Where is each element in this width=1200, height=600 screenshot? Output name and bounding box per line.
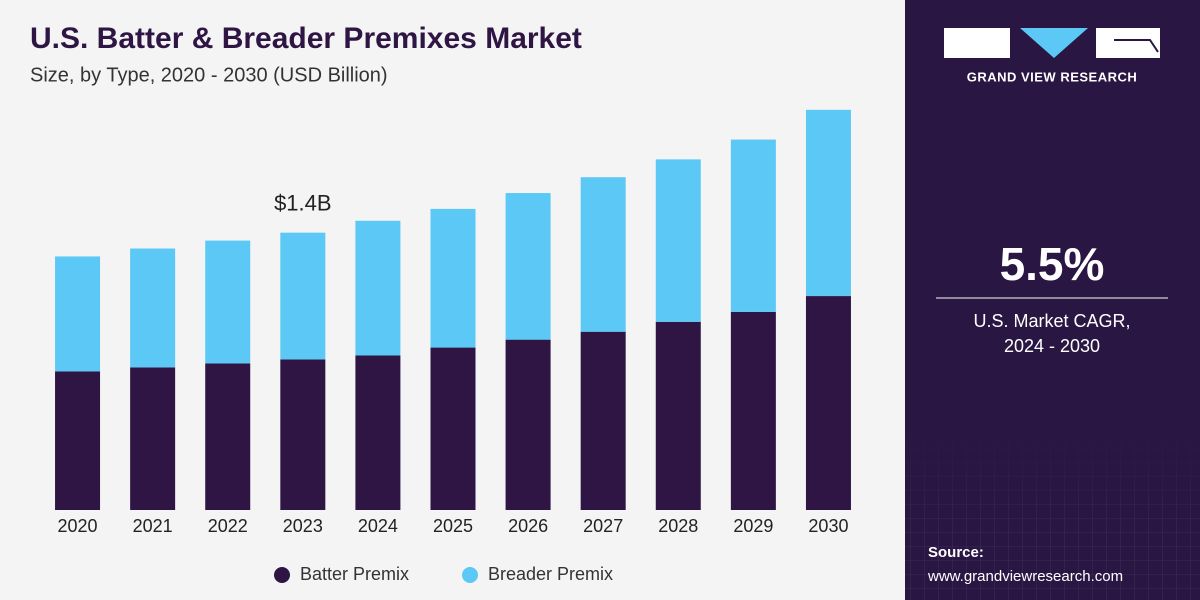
panel-grid-fade <box>905 430 1200 530</box>
x-tick-label: 2028 <box>658 516 698 536</box>
bar-segment <box>505 193 551 340</box>
source-title: Source: <box>928 544 984 561</box>
logo-block <box>944 28 1010 58</box>
x-tick-label: 2025 <box>433 516 473 536</box>
bar-segment <box>280 359 326 510</box>
bar-segment <box>505 339 551 510</box>
bar-segment <box>130 367 176 510</box>
x-tick-label: 2022 <box>208 516 248 536</box>
x-tick-label: 2023 <box>283 516 323 536</box>
bar-segment <box>655 159 701 322</box>
legend-label: Batter Premix <box>300 564 409 584</box>
bar-segment <box>655 321 701 510</box>
bar-segment <box>280 232 326 360</box>
bar-segment <box>55 371 101 510</box>
logo: GRAND VIEW RESEARCH <box>944 28 1160 84</box>
bar-segment <box>205 240 251 364</box>
legend-swatch <box>462 567 478 583</box>
bar-segment <box>55 256 101 372</box>
x-tick-label: 2024 <box>358 516 398 536</box>
x-tick-label: 2030 <box>808 516 848 536</box>
x-tick-label: 2021 <box>133 516 173 536</box>
bar-segment <box>130 248 176 368</box>
legend-label: Breader Premix <box>488 564 613 584</box>
bar-segment <box>580 331 626 510</box>
bar-segment <box>805 296 851 510</box>
x-tick-label: 2027 <box>583 516 623 536</box>
logo-stroke <box>1114 39 1159 53</box>
bar-segment <box>430 208 476 348</box>
logo-block <box>1096 28 1160 58</box>
bar-segment <box>580 177 626 332</box>
cagr-label: U.S. Market CAGR, <box>973 311 1130 331</box>
chart-title: U.S. Batter & Breader Premixes Market <box>30 22 582 55</box>
chart-subtitle: Size, by Type, 2020 - 2030 (USD Billion) <box>30 64 388 86</box>
source-url: www.grandviewresearch.com <box>927 568 1123 585</box>
bar-segment <box>355 355 401 510</box>
brand: GRAND VIEW RESEARCH <box>967 69 1138 84</box>
bar-segment <box>430 347 476 510</box>
cagr-value: 5.5% <box>1000 238 1105 290</box>
bar-segment <box>730 311 776 510</box>
x-tick-label: 2020 <box>58 516 98 536</box>
legend-swatch <box>274 567 290 583</box>
cagr-label: 2024 - 2030 <box>1004 336 1100 356</box>
bar-segment <box>355 220 401 356</box>
bar-segment <box>205 363 251 510</box>
bar-segment <box>730 139 776 312</box>
annotation: $1.4B <box>274 190 332 215</box>
x-tick-label: 2029 <box>733 516 773 536</box>
x-tick-label: 2026 <box>508 516 548 536</box>
logo-triangle <box>1020 28 1088 58</box>
bar-segment <box>805 109 851 297</box>
